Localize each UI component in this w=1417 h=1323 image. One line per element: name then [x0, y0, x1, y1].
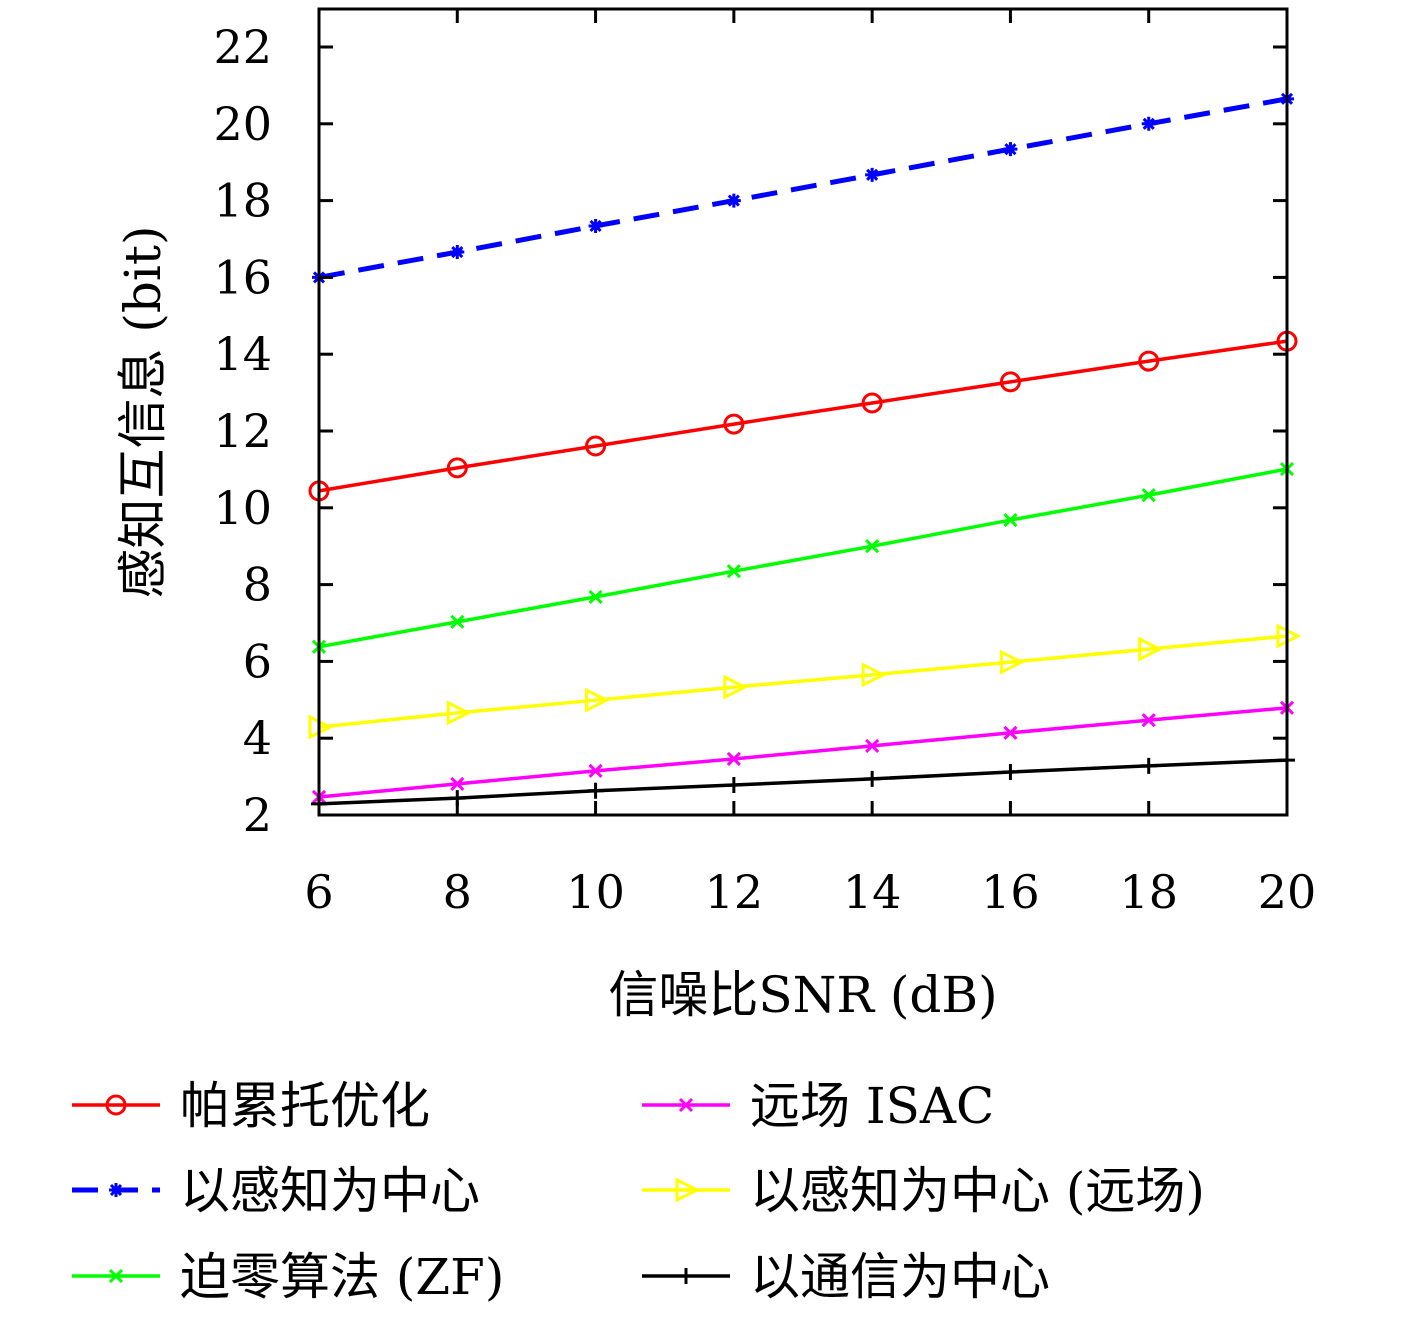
legend-label: 以感知为中心 — [180, 1162, 480, 1220]
x-tick-label: 16 — [981, 865, 1040, 919]
data-point — [864, 770, 881, 787]
series-line — [318, 758, 1288, 806]
y-tick-label: 16 — [213, 250, 272, 304]
y-tick-label: 6 — [243, 634, 272, 688]
data-point — [1138, 350, 1160, 372]
series-line — [318, 96, 1288, 280]
data-point — [587, 782, 604, 799]
data-point — [865, 539, 880, 554]
y-tick-label: 22 — [213, 20, 272, 74]
legend-label: 远场 ISAC — [750, 1077, 994, 1135]
legend: 帕累托优化 远场 ISAC 以感知为中心 以感知为中心 (远场) 迫零算法 (ZF) 以通… — [72, 1077, 1205, 1306]
legend-entry: 以感知为中心 — [72, 1162, 480, 1220]
x-tick-label: 20 — [1258, 865, 1317, 919]
data-point — [723, 413, 745, 435]
legend-entry: 迫零算法 (ZF) — [72, 1248, 504, 1306]
data-point — [585, 687, 610, 713]
legend-marker — [109, 1183, 123, 1197]
data-point — [1003, 725, 1018, 740]
y-tick-label: 12 — [213, 404, 272, 458]
data-point — [723, 674, 749, 700]
data-point — [1003, 142, 1018, 157]
legend-label: 以通信为中心 — [750, 1248, 1050, 1306]
series — [311, 461, 1295, 654]
y-tick-label: 2 — [243, 788, 272, 842]
plot-frame — [317, 7, 1289, 817]
data-point — [450, 614, 465, 629]
y-axis-label: 感知互信息 (bit) — [114, 226, 172, 599]
x-tick-label: 12 — [705, 865, 764, 919]
data-point — [865, 167, 880, 182]
y-tick-label: 18 — [213, 174, 272, 228]
x-tick-label: 18 — [1119, 865, 1178, 919]
data-point — [1141, 116, 1156, 131]
y-tick-label: 20 — [213, 97, 272, 151]
series-line — [318, 467, 1288, 649]
data-point — [1002, 763, 1019, 780]
data-point — [861, 392, 883, 414]
data-point — [450, 245, 465, 260]
legend-label: 以感知为中心 (远场) — [750, 1162, 1205, 1220]
data-point — [999, 649, 1025, 675]
y-tick-label: 8 — [243, 558, 272, 612]
data-point — [588, 218, 603, 233]
data-point — [999, 371, 1021, 393]
data-point — [1141, 713, 1156, 728]
data-point — [865, 738, 880, 753]
data-point — [725, 777, 742, 794]
data-point — [1141, 488, 1156, 503]
y-tick-label: 4 — [243, 711, 272, 765]
data-point — [861, 662, 887, 688]
x-tick-label: 8 — [443, 865, 472, 919]
x-tick-label: 10 — [566, 865, 625, 919]
data-point — [450, 776, 465, 791]
data-point — [588, 589, 603, 604]
x-axis-label: 信噪比SNR (dB) — [608, 966, 997, 1024]
x-tick-label: 6 — [304, 865, 333, 919]
series-line — [318, 339, 1288, 493]
series — [311, 700, 1295, 805]
data-point — [1138, 636, 1164, 662]
legend-marker — [105, 1094, 127, 1116]
data-point — [446, 457, 468, 479]
legend-entry: 以通信为中心 — [642, 1248, 1050, 1306]
data-point — [726, 564, 741, 579]
series-line — [318, 634, 1288, 729]
legend-marker — [108, 1268, 124, 1284]
data-point — [726, 751, 741, 766]
data-point — [726, 193, 741, 208]
legend-label: 迫零算法 (ZF) — [180, 1248, 504, 1306]
x-tick-label: 14 — [843, 865, 902, 919]
legend-marker — [678, 1268, 694, 1284]
data-point — [588, 763, 603, 778]
series-line — [318, 706, 1288, 799]
legend-label: 帕累托优化 — [180, 1077, 430, 1135]
series-layer — [308, 91, 1302, 812]
y-tick-label: 10 — [213, 481, 272, 535]
legend-entry: 以感知为中心 (远场) — [642, 1162, 1205, 1220]
series — [312, 91, 1294, 285]
data-point — [585, 435, 607, 457]
legend-entry: 帕累托优化 — [72, 1077, 430, 1135]
data-point — [1140, 757, 1157, 774]
data-point — [1003, 513, 1018, 528]
legend-entry: 远场 ISAC — [642, 1077, 994, 1135]
data-point — [446, 700, 472, 726]
y-tick-label: 14 — [213, 327, 272, 381]
legend-marker — [675, 1177, 701, 1203]
ticks-layer: 6 8 10 12 14 16 18 20 2 4 6 8 10 12 14 16 18 20 22 — [213, 9, 1316, 919]
series — [308, 330, 1298, 502]
legend-marker — [678, 1097, 694, 1113]
